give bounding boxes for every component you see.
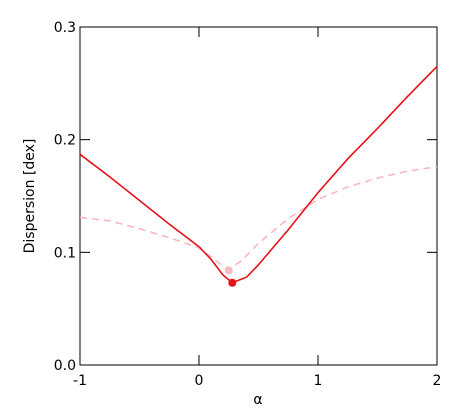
x-tick-label: 1 [314, 373, 323, 389]
y-tick-label: 0.2 [54, 133, 76, 149]
x-tick-label: 0 [195, 373, 204, 389]
minimum-point [224, 266, 233, 275]
x-tick-label: -1 [73, 373, 87, 389]
y-tick-label: 0.1 [54, 245, 76, 261]
data-line [79, 65, 438, 284]
x-tick-label: 2 [433, 373, 442, 389]
x-axis-label: α [253, 392, 262, 408]
y-axis-label: Dispersion [dex] [22, 139, 38, 254]
plot-frame [79, 26, 438, 366]
data-line [79, 165, 438, 271]
minimum-point [228, 278, 237, 287]
y-tick-label: 0.3 [54, 20, 76, 36]
y-tick-label: 0.0 [54, 358, 76, 374]
